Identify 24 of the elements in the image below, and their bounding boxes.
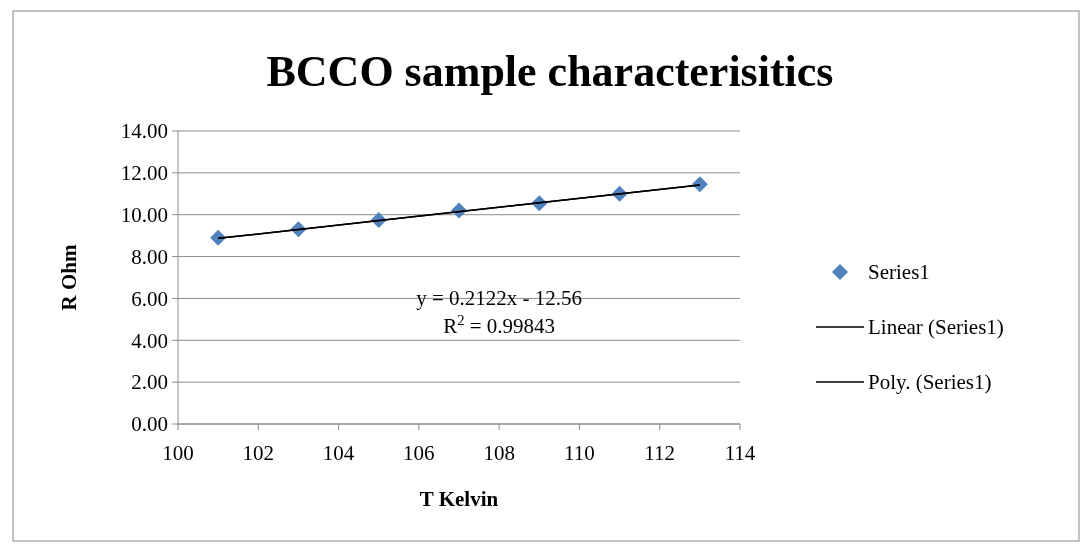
x-tick-label: 102 bbox=[242, 441, 275, 465]
y-tick-label: 14.00 bbox=[120, 119, 168, 144]
annotation: y = 0.2122x - 12.56 bbox=[416, 285, 583, 310]
x-tick-label: 112 bbox=[644, 441, 676, 465]
legend-label: Linear (Series1) bbox=[868, 315, 1004, 340]
x-tick-label: 114 bbox=[724, 441, 756, 465]
y-axis-title: R Ohm bbox=[57, 244, 81, 311]
chart-title: BCCO sample characterisitics bbox=[266, 47, 834, 96]
x-tick-label: 108 bbox=[483, 441, 515, 465]
legend-label: Poly. (Series1) bbox=[868, 370, 992, 395]
y-tick-label: 0.00 bbox=[131, 412, 168, 437]
y-tick-label: 6.00 bbox=[131, 286, 168, 311]
x-axis-title: T Kelvin bbox=[419, 487, 499, 511]
y-tick-label: 8.00 bbox=[131, 244, 168, 269]
x-tick-label: 106 bbox=[403, 441, 435, 465]
y-tick-label: 12.00 bbox=[120, 161, 168, 186]
y-tick-label: 4.00 bbox=[131, 328, 168, 353]
annotation: R$^{2}$ = 0.99843 bbox=[443, 311, 556, 338]
y-tick-label: 10.00 bbox=[120, 203, 168, 228]
x-tick-label: 100 bbox=[162, 441, 194, 465]
x-tick-label: 110 bbox=[564, 441, 595, 465]
y-tick-label: 2.00 bbox=[131, 370, 168, 395]
x-tick-label: 104 bbox=[322, 441, 355, 465]
legend-label: Series1 bbox=[868, 260, 930, 285]
